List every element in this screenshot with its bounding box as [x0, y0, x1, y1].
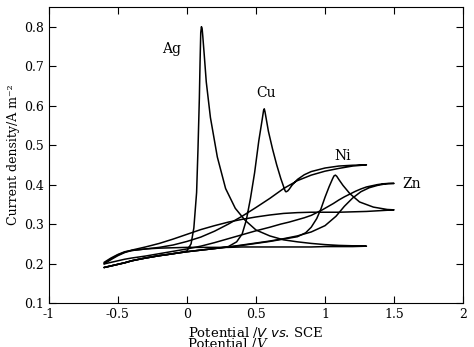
- Text: V: V: [256, 338, 265, 347]
- Text: Ni: Ni: [335, 149, 351, 163]
- Text: Potential /: Potential /: [188, 338, 256, 347]
- Text: Cu: Cu: [256, 86, 275, 100]
- Y-axis label: Current density/A m⁻²: Current density/A m⁻²: [7, 85, 20, 225]
- Text: Zn: Zn: [402, 177, 421, 191]
- Text: Ag: Ag: [162, 42, 181, 56]
- X-axis label: Potential /$\it{V}$ $\it{vs}$. SCE: Potential /$\it{V}$ $\it{vs}$. SCE: [188, 325, 324, 340]
